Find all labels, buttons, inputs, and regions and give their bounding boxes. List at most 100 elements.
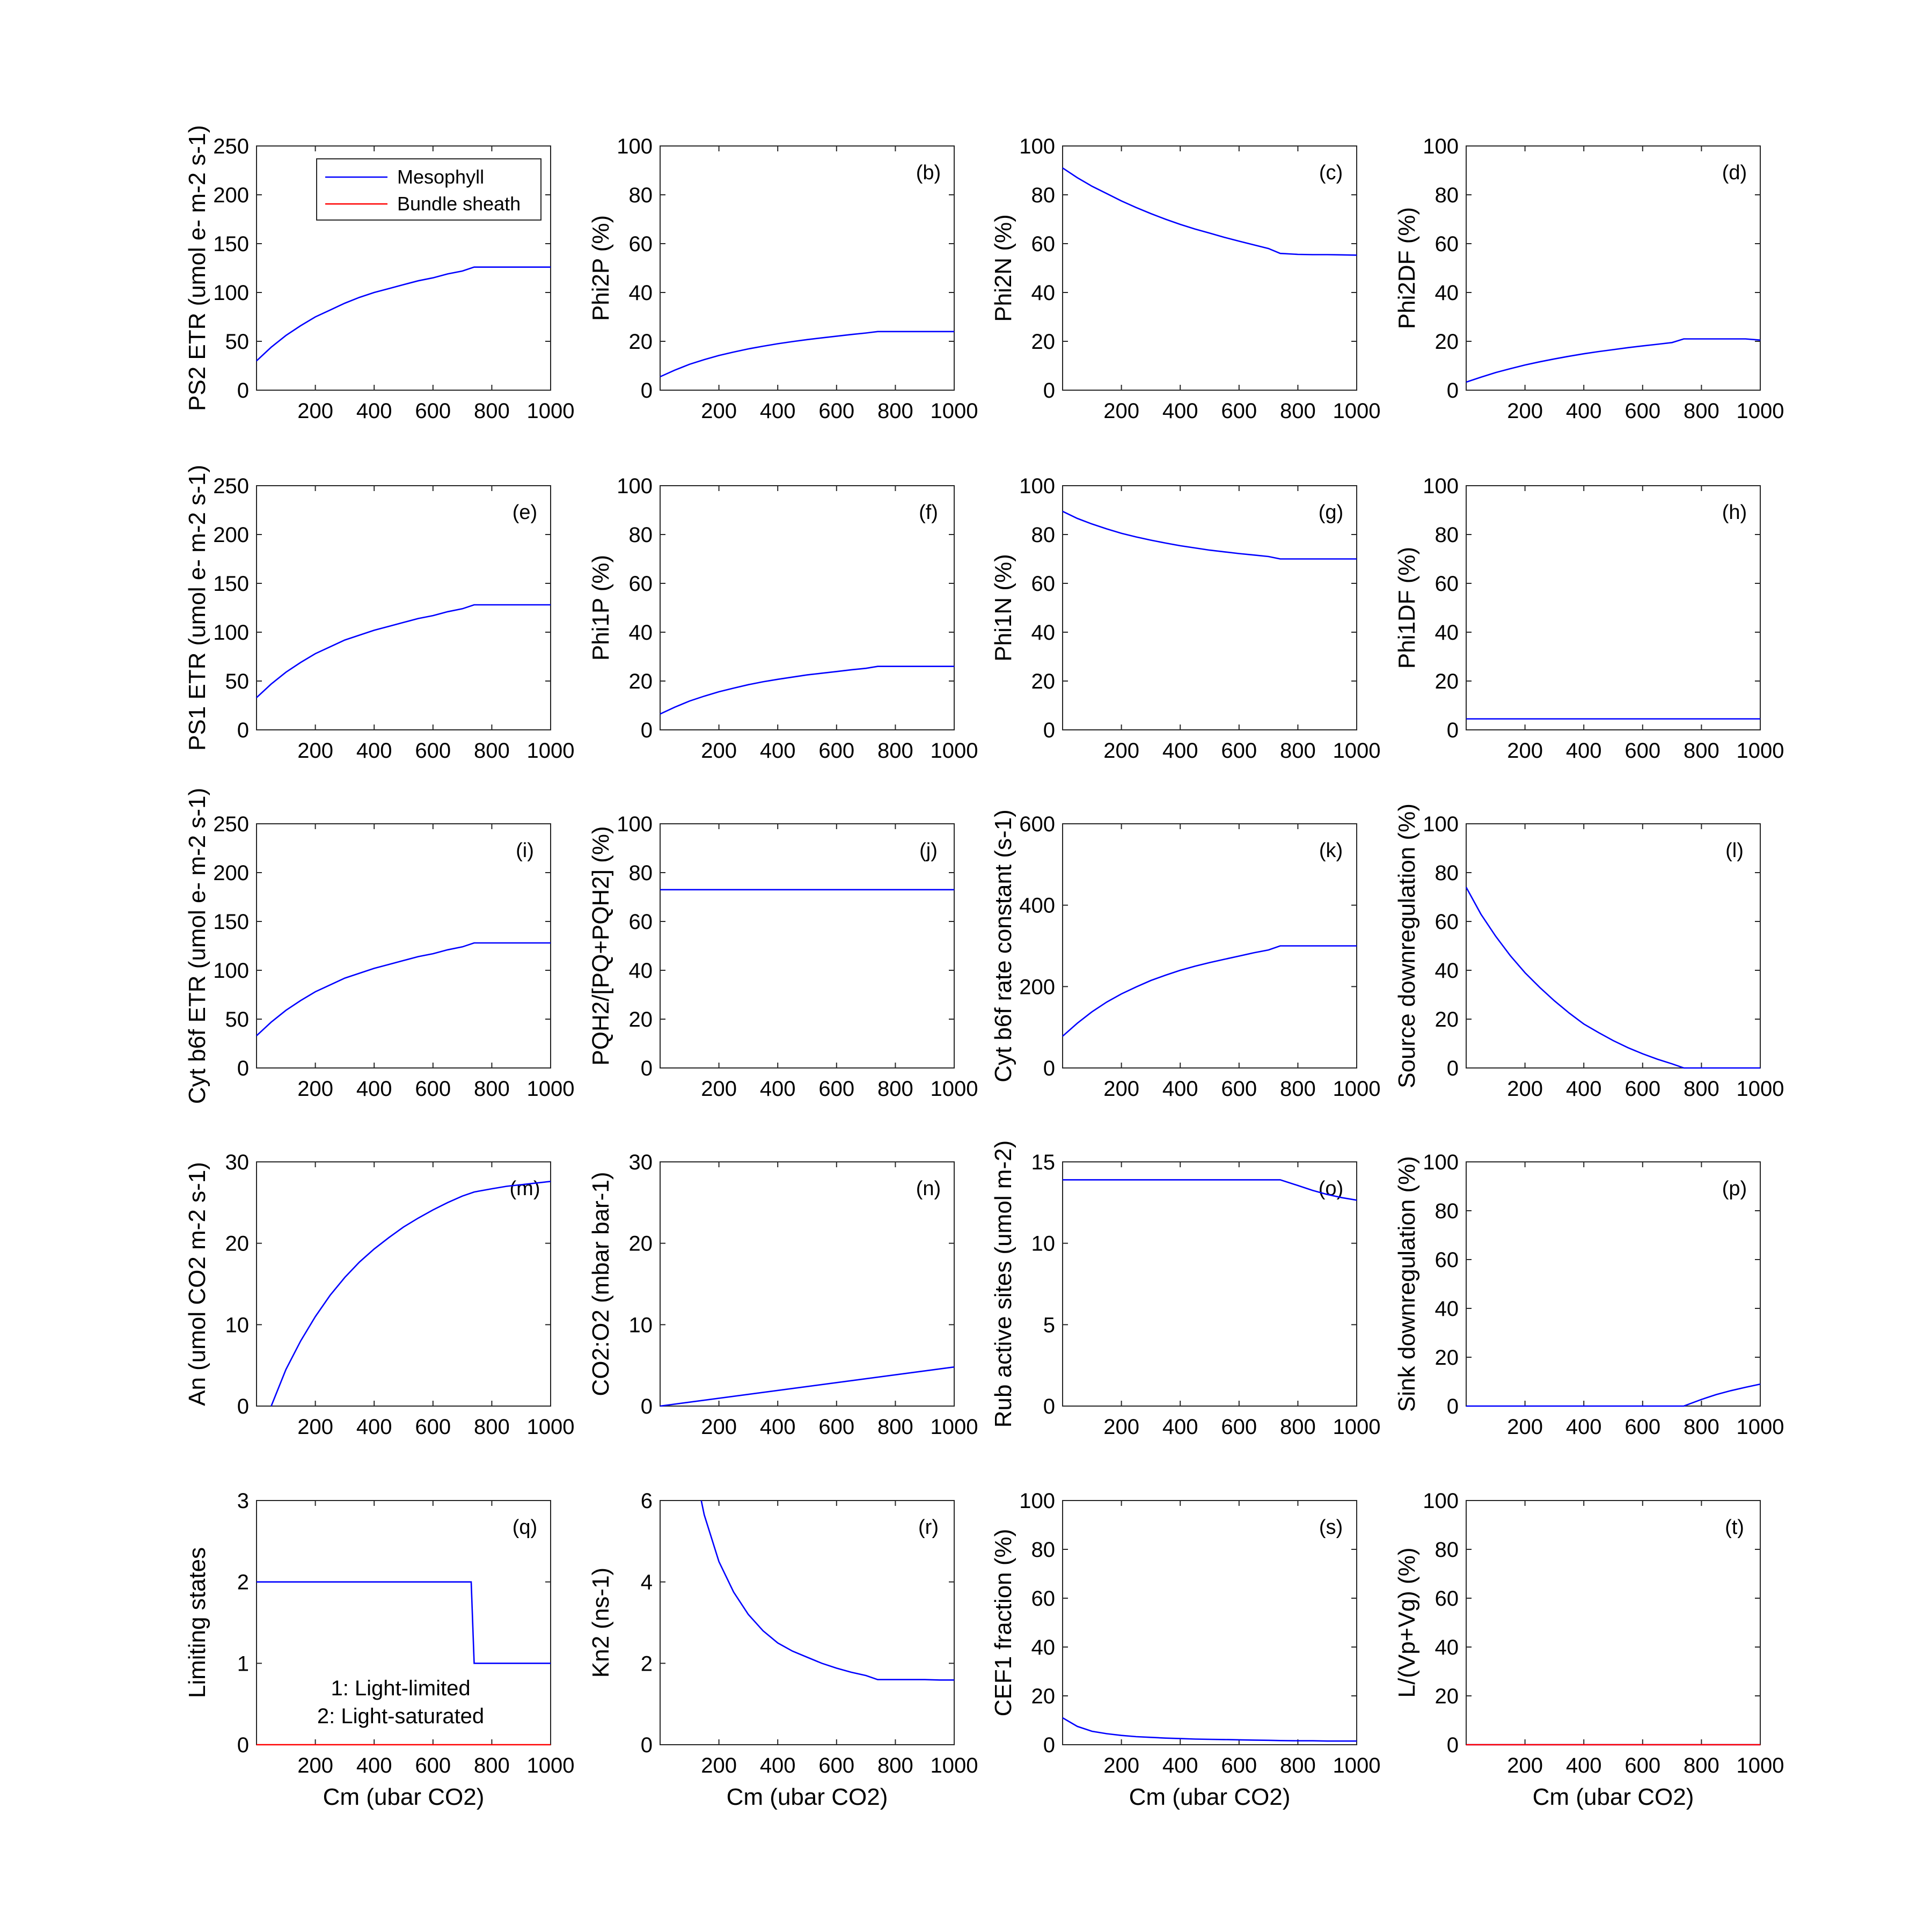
panel-tag: (k) [1319, 839, 1343, 862]
y-tick-label: 0 [237, 719, 249, 742]
x-tick-label: 600 [818, 739, 854, 763]
y-axis-label: Rub active sites (umol m-2) [990, 1140, 1016, 1428]
x-tick-label: 200 [1507, 399, 1543, 423]
y-tick-label: 0 [237, 1057, 249, 1080]
y-tick-label: 20 [629, 1232, 653, 1256]
y-tick-label: 250 [213, 474, 249, 498]
axes-box [1062, 485, 1357, 730]
y-tick-label: 20 [1435, 330, 1459, 354]
x-tick-label: 400 [1162, 1415, 1198, 1439]
y-tick-label: 20 [225, 1232, 250, 1256]
y-tick-label: 60 [1435, 1248, 1459, 1272]
y-tick-label: 2 [237, 1571, 249, 1594]
y-tick-label: 0 [1447, 1395, 1459, 1418]
series-line-mesophyll [700, 1500, 954, 1681]
x-tick-label: 400 [356, 1415, 392, 1439]
x-tick-label: 200 [297, 739, 333, 763]
y-tick-label: 80 [629, 184, 653, 207]
panel-tag: (n) [916, 1177, 941, 1200]
y-tick-label: 20 [629, 1008, 653, 1031]
x-tick-label: 600 [1221, 1754, 1257, 1777]
chart-panel-8: 200 400 600 800 1000 0 20 40 60 80 100 Phi1DF (%) (h… [1394, 474, 1784, 763]
y-tick-label: 80 [1031, 184, 1056, 207]
axes-box [1466, 1500, 1761, 1745]
y-tick-label: 50 [225, 1008, 250, 1031]
y-axis-label: An (umol CO2 m-2 s-1) [184, 1162, 210, 1406]
y-tick-label: 100 [617, 474, 653, 498]
y-tick-label: 100 [213, 281, 249, 305]
x-tick-label: 200 [701, 739, 737, 763]
y-tick-label: 20 [629, 330, 653, 354]
y-axis-label: Phi2P (%) [588, 215, 614, 321]
x-tick-label: 200 [1507, 1077, 1543, 1101]
y-tick-label: 0 [237, 379, 249, 402]
y-tick-label: 0 [1043, 1057, 1055, 1080]
x-axis-label: Cm (ubar CO2) [1129, 1784, 1291, 1810]
x-tick-label: 600 [1221, 1077, 1257, 1101]
x-tick-label: 400 [760, 739, 796, 763]
y-tick-label: 20 [1435, 1685, 1459, 1708]
x-tick-label: 800 [1280, 1754, 1316, 1777]
y-tick-label: 600 [1019, 813, 1055, 836]
y-tick-label: 80 [1031, 1538, 1056, 1562]
x-tick-label: 800 [1684, 1077, 1719, 1101]
panel-tag: (f) [919, 501, 938, 524]
y-tick-label: 5 [1043, 1313, 1055, 1337]
y-tick-label: 40 [1435, 1297, 1459, 1321]
axes-box [660, 823, 955, 1069]
series-line-mesophyll [1063, 1179, 1357, 1201]
x-tick-label: 400 [760, 399, 796, 423]
y-tick-label: 40 [1435, 281, 1459, 305]
chart-panel-7: 200 400 600 800 1000 0 20 40 60 80 100 Phi1N (%) (g) [990, 474, 1380, 763]
x-tick-label: 200 [701, 1754, 737, 1777]
x-tick-label: 600 [818, 1415, 854, 1439]
y-tick-label: 0 [641, 719, 653, 742]
x-tick-label: 1000 [1737, 1077, 1784, 1101]
x-tick-label: 1000 [1333, 1077, 1381, 1101]
y-tick-label: 50 [225, 670, 250, 693]
y-tick-label: 0 [1043, 719, 1055, 742]
y-tick-label: 0 [641, 1395, 653, 1418]
x-tick-label: 600 [818, 1077, 854, 1101]
x-tick-label: 400 [356, 1754, 392, 1777]
y-tick-label: 100 [213, 621, 249, 645]
y-axis-label: PS1 ETR (umol e- m-2 s-1) [184, 465, 210, 751]
x-tick-label: 1000 [931, 739, 978, 763]
axes-box [256, 485, 551, 730]
series-line-mesophyll [257, 1581, 551, 1664]
y-axis-label: Kn2 (ns-1) [588, 1568, 614, 1678]
chart-panel-6: 200 400 600 800 1000 0 20 40 60 80 100 Phi1P (%) (f) [588, 474, 978, 763]
y-tick-label: 0 [641, 1733, 653, 1757]
y-axis-label: Phi1P (%) [588, 555, 614, 661]
y-tick-label: 6 [641, 1489, 653, 1513]
panel-tag: (t) [1725, 1516, 1744, 1539]
axes-box [1062, 1500, 1357, 1745]
y-tick-label: 100 [1019, 135, 1055, 158]
y-tick-label: 20 [1435, 670, 1459, 693]
y-tick-label: 80 [1435, 1538, 1459, 1562]
x-tick-label: 600 [1221, 399, 1257, 423]
y-tick-label: 15 [1031, 1151, 1056, 1174]
y-axis-label: Sink downregulation (%) [1394, 1156, 1420, 1412]
y-tick-label: 100 [617, 813, 653, 836]
x-tick-label: 400 [1566, 1754, 1602, 1777]
y-tick-label: 80 [1435, 861, 1459, 885]
y-tick-label: 40 [1435, 621, 1459, 645]
y-axis-label: Phi2N (%) [990, 214, 1016, 322]
axes-box [660, 485, 955, 730]
chart-panel-14: 200 400 600 800 1000 0 10 20 30 CO2:O2 (mbar bar-… [588, 1151, 978, 1439]
x-tick-label: 1000 [1333, 399, 1381, 423]
y-tick-label: 20 [1435, 1346, 1459, 1370]
y-tick-label: 0 [1447, 379, 1459, 402]
x-tick-label: 400 [1162, 1077, 1198, 1101]
x-tick-label: 800 [474, 1077, 510, 1101]
series-line-mesophyll [1466, 1383, 1761, 1407]
x-tick-label: 200 [1507, 1415, 1543, 1439]
x-tick-label: 800 [1684, 1754, 1719, 1777]
legend-entry: Bundle sheath [397, 193, 521, 215]
y-axis-label: Phi1N (%) [990, 554, 1016, 662]
x-tick-label: 1000 [527, 1415, 575, 1439]
